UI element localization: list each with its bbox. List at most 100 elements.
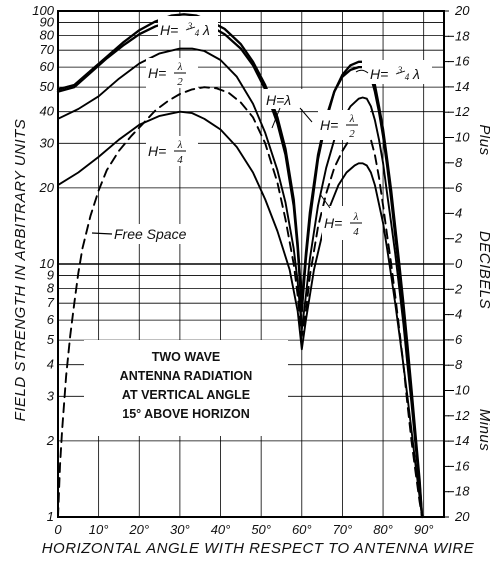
x-tick-labels: 0 10° 20° 30° 40° 50° 60° 70° 80° 90° [54,522,433,537]
x-tick-label: 90° [414,522,434,537]
y2-tick-label: 2 [454,231,463,246]
y2-minus-label: Minus [476,409,490,452]
annotation-line-2: ANTENNA RADIATION [120,369,253,383]
x-tick-label: 80° [373,522,393,537]
y2-tick-label: 14 [455,433,469,448]
y-tick-label: 60 [40,59,55,74]
grid-lines [57,10,444,518]
y2-axis-label: DECIBELS [476,231,490,309]
y-tick-label: 50 [40,79,55,94]
label-h-three-quarter-left-prefix: H= [160,22,178,38]
x-tick-label: 50° [251,522,271,537]
annotation-box: TWO WAVE ANTENNA RADIATION AT VERTICAL A… [84,340,288,436]
label-h-three-quarter-right: H= 3 4 λ [355,60,432,84]
x-axis-label: HORIZONTAL ANGLE WITH RESPECT TO ANTENNA… [42,540,475,557]
y-tick-label: 5 [47,332,55,347]
label-h-three-quarter-left: H= 3 4 λ [158,16,218,40]
label-h-half-right: H= λ 2 [318,110,370,140]
y-tick-label: 80 [40,28,55,43]
y-tick-label: 30 [40,135,55,150]
label-h-three-quarter-right-den: 4 [405,72,410,82]
label-h-three-quarter-right-prefix: H= [370,66,388,82]
y-tick-label: 90 [40,15,55,30]
series-line-1 [57,110,424,518]
label-h-quarter-right-prefix: H= [324,215,342,231]
label-h-lambda-middle: H=λ [264,89,314,129]
series-line-4 [56,19,424,519]
x-tick-label: 30° [170,522,190,537]
y2-plus-label: Plus [476,124,490,155]
label-h-three-quarter-left-lambda: λ [202,22,210,38]
label-h-half-right-den: 2 [349,128,355,140]
y-tick-label: 6 [47,312,55,327]
y2-tick-label: 18 [455,28,470,43]
label-free-space-text: Free Space [114,226,187,242]
x-tick-label: 0 [54,522,62,537]
y-axis-label: FIELD STRENGTH IN ARBITRARY UNITS [12,119,29,422]
y2-tick-label: 4 [455,205,462,220]
y2-tick-label: 14 [455,79,469,94]
x-tick-label: 40° [211,522,231,537]
label-h-three-quarter-right-lambda: λ [412,66,420,82]
y2-tick-label: 6 [455,180,463,195]
annotation-line-3: AT VERTICAL ANGLE [122,388,250,402]
y2-tick-label: 20 [454,509,470,524]
label-h-quarter-left: H= λ 4 [146,136,198,166]
series-curves [56,13,424,519]
label-h-quarter-right: H= λ 4 [319,193,372,240]
annotation-line-1: TWO WAVE [152,350,221,364]
label-h-half-right-num: λ [349,113,355,125]
y2-tick-label: 16 [455,54,470,69]
y2-tick-label: 4 [455,307,462,322]
y-tick-label: 9 [47,268,54,283]
y-tick-label: 7 [47,295,55,310]
label-h-quarter-left-den: 4 [177,154,183,166]
y2-tick-label: 6 [455,332,463,347]
series-line-0 [57,86,424,518]
x-tick-label: 20° [128,522,149,537]
y2-tick-label: 18 [455,484,470,499]
y2-tick-label: 10 [455,383,470,398]
series-line-3 [56,13,424,519]
label-free-space: Free Space [91,224,216,244]
label-h-quarter-left-prefix: H= [148,143,166,159]
label-h-three-quarter-left-den: 4 [195,28,200,38]
y-tick-label: 100 [32,3,54,18]
y-tick-label: 8 [47,281,55,296]
y-tick-label: 40 [40,104,55,119]
label-h-half-left-den: 2 [177,76,183,88]
y-tick-label: 20 [39,180,55,195]
y2-tick-label: 2 [454,281,463,296]
y2-tick-label: 10 [455,130,470,145]
y2-tick-label: 12 [455,104,470,119]
x-tick-label: 70° [333,522,353,537]
y-tick-label: 2 [46,433,55,448]
label-h-quarter-right-den: 4 [353,226,359,238]
label-h-lambda-middle-text: H=λ [266,92,291,108]
x-tick-label: 60° [292,522,312,537]
label-h-quarter-left-num: λ [177,139,183,151]
y-tick-label: 4 [47,357,54,372]
label-h-half-right-prefix: H= [320,117,338,133]
series-labels: Free Space H= λ 4 H= λ 2 H= 3 4 λ [91,16,432,244]
x-tick-label: 10° [89,522,109,537]
label-h-half-left-num: λ [177,61,183,73]
y2-tick-label: 12 [455,408,470,423]
series-line-2 [57,47,424,518]
annotation-line-4: 15° ABOVE HORIZON [122,407,249,421]
y2-tick-label: 20 [454,3,470,18]
label-h-quarter-right-num: λ [353,211,359,223]
y-tick-label: 3 [47,388,55,403]
label-h-three-quarter-left-num: 3 [187,21,193,31]
label-h-three-quarter-right-num: 3 [397,65,403,75]
y2-tick-label: 16 [455,458,470,473]
label-h-half-left: H= λ 2 [146,58,198,88]
y2-tick-label: 0 [455,256,463,271]
y-tick-label: 10 [40,256,55,271]
y2-tick-label: 8 [455,155,463,170]
y-tick-label: 1 [47,509,54,524]
label-h-half-left-prefix: H= [148,65,166,81]
